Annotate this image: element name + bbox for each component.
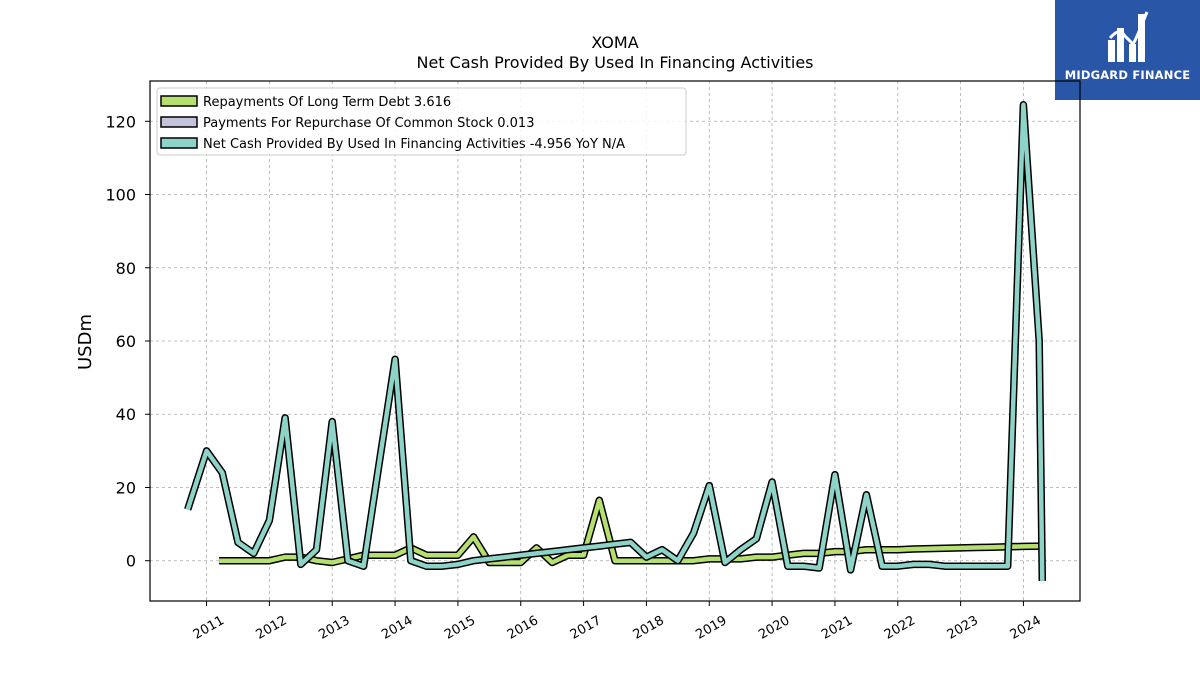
y-tick-label: 20 [116,478,136,497]
x-tick-label: 2016 [505,613,541,643]
x-tick-label: 2022 [882,613,918,643]
midgard-m-logo-icon [1108,11,1149,62]
y-tick-label: 120 [105,112,136,131]
brand-name: MIDGARD FINANCE [1064,68,1191,82]
x-tick-label: 2023 [945,613,981,643]
series-line-0 [219,498,1043,565]
x-tick-label: 2013 [316,613,352,643]
y-tick-label: 60 [116,332,136,351]
x-tick-label: 2018 [631,613,667,643]
y-tick-label: 40 [116,405,136,424]
chart-title: XOMA [591,33,638,52]
x-tick-label: 2021 [819,613,855,643]
legend-box [156,87,687,156]
x-tick-label: 2020 [756,613,792,643]
x-tick-label: 2024 [1008,613,1044,643]
legend-swatch-1 [160,116,198,128]
series-line-outline-2 [184,101,1047,581]
y-tick-label: 80 [116,259,136,278]
x-tick-label: 2012 [254,613,290,643]
y-axis-label: USDm [75,314,96,370]
legend-label-0: Repayments Of Long Term Debt 3.616 [203,95,451,110]
legend-swatch-2 [160,137,198,149]
series-layer [184,101,1047,581]
legend: Repayments Of Long Term Debt 3.616 Paymen… [156,87,687,156]
plot-frame [149,80,1081,602]
x-tick-label: 2015 [442,613,478,643]
legend-label-1: Payments For Repurchase Of Common Stock … [203,116,534,131]
y-tick-label: 100 [105,186,136,205]
x-tick-label: 2019 [693,613,729,643]
x-tick-label: 2011 [191,613,227,643]
x-tick-label: 2017 [568,613,604,643]
chart-subtitle: Net Cash Provided By Used In Financing A… [416,53,813,72]
grid-layer [150,81,1080,601]
legend-label-2: Net Cash Provided By Used In Financing A… [203,137,625,152]
series-line-2 [185,102,1045,581]
x-tick-label: 2014 [379,613,415,643]
brand-logo: MIDGARD FINANCE [1055,0,1200,100]
legend-swatch-0 [160,95,198,107]
y-tick-label: 0 [126,552,136,571]
